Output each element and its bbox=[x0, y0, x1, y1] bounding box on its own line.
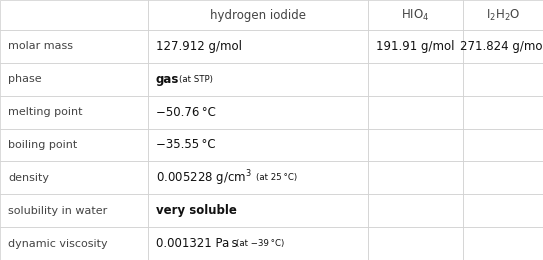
Bar bbox=[463, 227, 543, 260]
Bar bbox=[368, 129, 463, 161]
Bar bbox=[0, 161, 148, 194]
Bar bbox=[148, 63, 368, 96]
Text: melting point: melting point bbox=[8, 107, 83, 117]
Text: very soluble: very soluble bbox=[156, 204, 237, 217]
Bar bbox=[463, 194, 543, 227]
Bar bbox=[148, 227, 368, 260]
Bar bbox=[0, 96, 148, 129]
Bar bbox=[463, 0, 543, 30]
Text: (at 25 °C): (at 25 °C) bbox=[256, 173, 297, 182]
Text: solubility in water: solubility in water bbox=[8, 206, 108, 216]
Text: −50.76 °C: −50.76 °C bbox=[156, 106, 216, 119]
Text: (at STP): (at STP) bbox=[179, 75, 213, 84]
Text: (at −39 °C): (at −39 °C) bbox=[236, 239, 284, 248]
Bar bbox=[148, 30, 368, 63]
Bar bbox=[0, 0, 148, 30]
Text: −35.55 °C: −35.55 °C bbox=[156, 139, 216, 152]
Bar bbox=[368, 227, 463, 260]
Bar bbox=[463, 96, 543, 129]
Bar bbox=[368, 161, 463, 194]
Bar bbox=[368, 194, 463, 227]
Bar bbox=[368, 30, 463, 63]
Bar bbox=[368, 0, 463, 30]
Text: gas: gas bbox=[156, 73, 179, 86]
Bar bbox=[0, 129, 148, 161]
Text: density: density bbox=[8, 173, 49, 183]
Bar bbox=[148, 96, 368, 129]
Bar bbox=[148, 0, 368, 30]
Text: 0.005228 g/cm$^3$: 0.005228 g/cm$^3$ bbox=[156, 168, 252, 188]
Bar bbox=[368, 96, 463, 129]
Text: 127.912 g/mol: 127.912 g/mol bbox=[156, 40, 242, 53]
Text: molar mass: molar mass bbox=[8, 41, 73, 51]
Bar bbox=[148, 194, 368, 227]
Bar bbox=[148, 129, 368, 161]
Bar bbox=[0, 30, 148, 63]
Text: boiling point: boiling point bbox=[8, 140, 77, 150]
Text: 0.001321 Pa s: 0.001321 Pa s bbox=[156, 237, 238, 250]
Bar bbox=[0, 194, 148, 227]
Bar bbox=[368, 63, 463, 96]
Text: 271.824 g/mol: 271.824 g/mol bbox=[460, 40, 543, 53]
Text: phase: phase bbox=[8, 74, 42, 84]
Text: HIO$_4$: HIO$_4$ bbox=[401, 8, 430, 23]
Bar bbox=[148, 161, 368, 194]
Bar bbox=[463, 63, 543, 96]
Bar bbox=[0, 63, 148, 96]
Bar bbox=[0, 227, 148, 260]
Bar bbox=[463, 161, 543, 194]
Bar bbox=[463, 129, 543, 161]
Text: dynamic viscosity: dynamic viscosity bbox=[8, 239, 108, 249]
Text: hydrogen iodide: hydrogen iodide bbox=[210, 9, 306, 22]
Text: 191.91 g/mol: 191.91 g/mol bbox=[376, 40, 454, 53]
Bar bbox=[463, 30, 543, 63]
Text: I$_2$H$_2$O: I$_2$H$_2$O bbox=[486, 8, 520, 23]
